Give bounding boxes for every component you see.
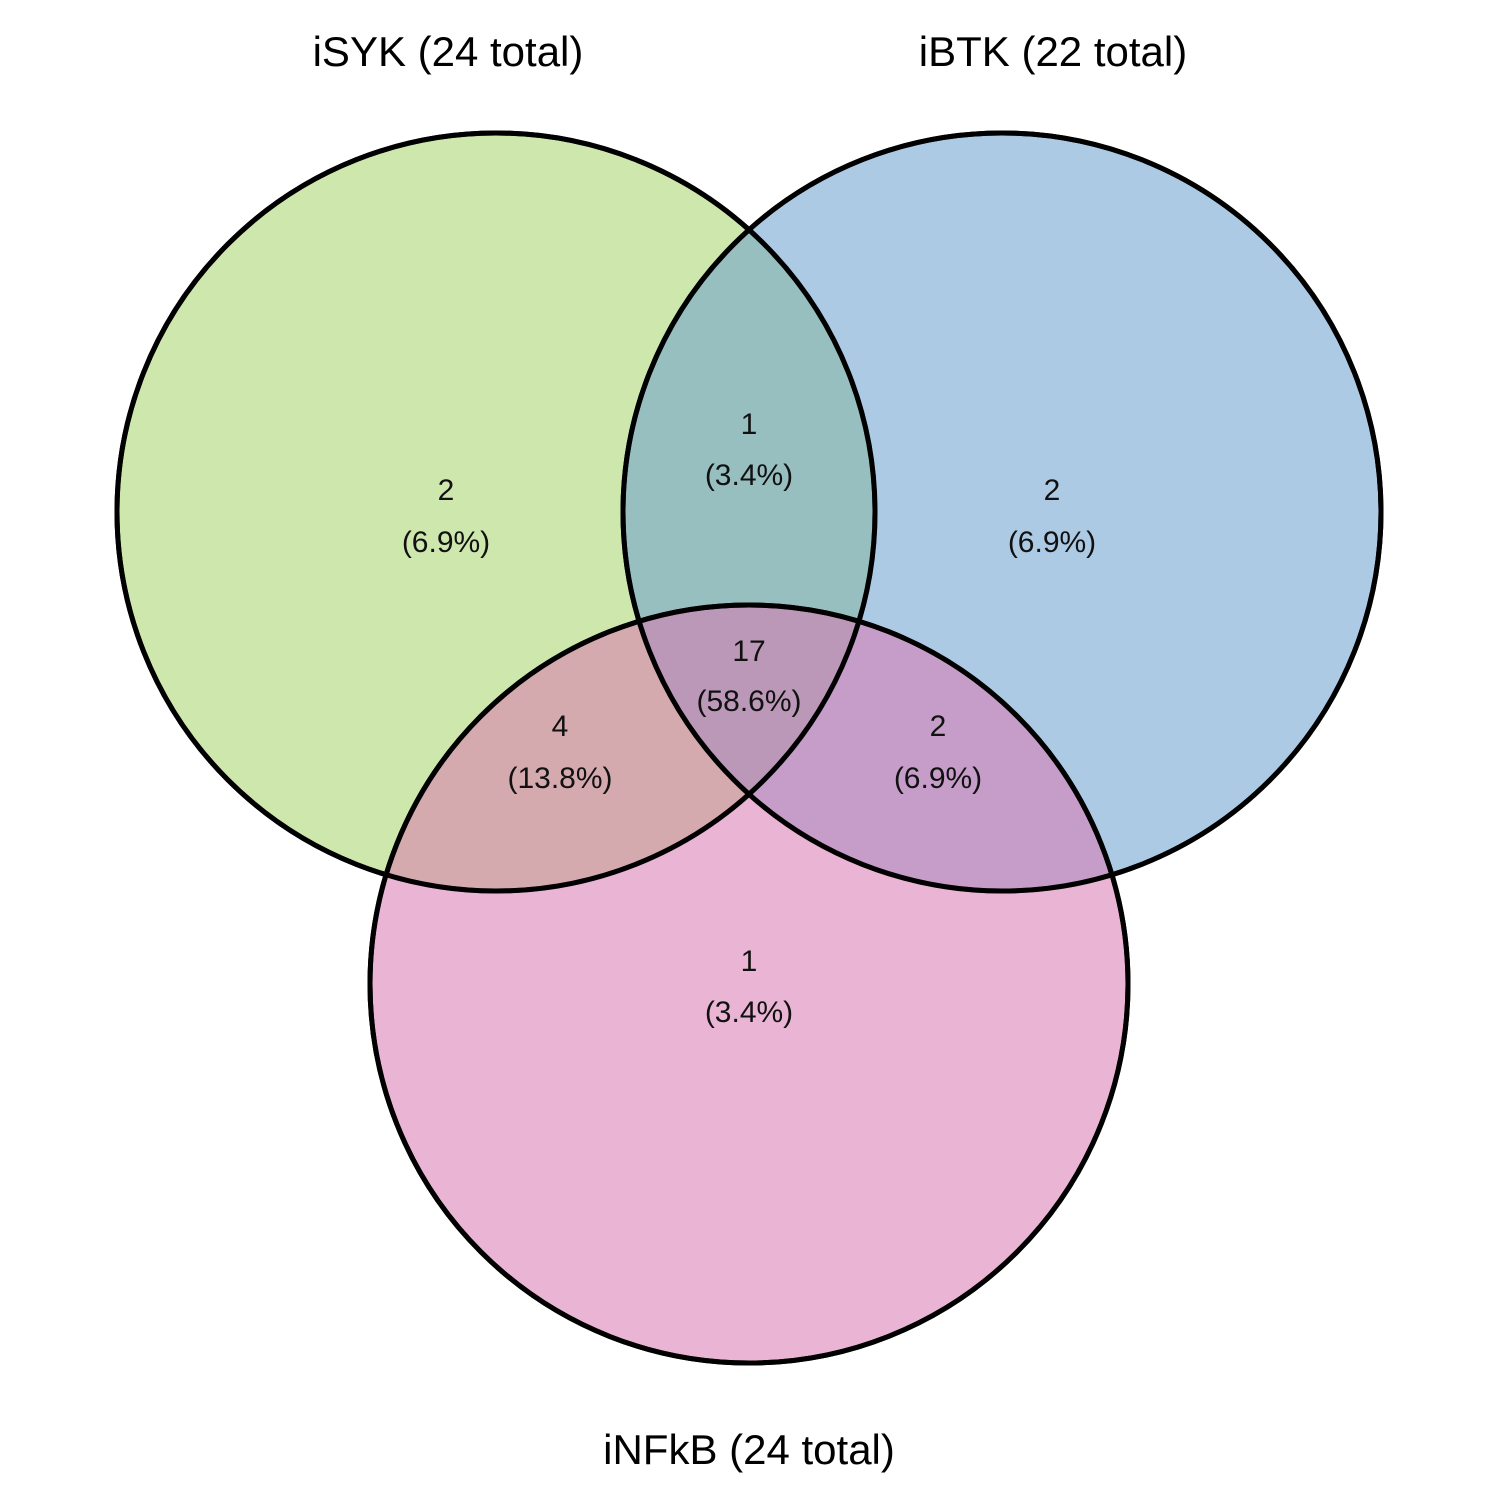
set-title-isyk: iSYK (24 total) <box>313 28 584 75</box>
region-ibtk-count: 2 <box>1044 474 1061 507</box>
outline-ibtk <box>620 130 1384 894</box>
region-isyk-ibtk-percent: (3.4%) <box>705 459 793 492</box>
region-ibtk-percent: (6.9%) <box>1008 526 1096 559</box>
region-ibtk-infkb-count: 2 <box>930 710 947 743</box>
region-isyk-count: 2 <box>438 474 455 507</box>
region-ibtk-infkb-percent: (6.9%) <box>894 762 982 795</box>
region-infkb-count: 1 <box>741 945 758 978</box>
region-isyk-infkb-percent: (13.8%) <box>507 762 612 795</box>
region-all-percent: (58.6%) <box>696 685 801 718</box>
set-title-infkb: iNFkB (24 total) <box>603 1426 895 1473</box>
set-title-ibtk: iBTK (22 total) <box>919 28 1187 75</box>
region-isyk-ibtk-count: 1 <box>741 408 758 441</box>
outline-infkb <box>367 602 1131 1366</box>
region-infkb-percent: (3.4%) <box>705 996 793 1029</box>
region-isyk-percent: (6.9%) <box>402 526 490 559</box>
region-isyk-infkb-count: 4 <box>552 710 569 743</box>
region-all-count: 17 <box>732 635 765 668</box>
outline-isyk <box>114 130 878 894</box>
circle-infkb <box>367 602 1131 1366</box>
